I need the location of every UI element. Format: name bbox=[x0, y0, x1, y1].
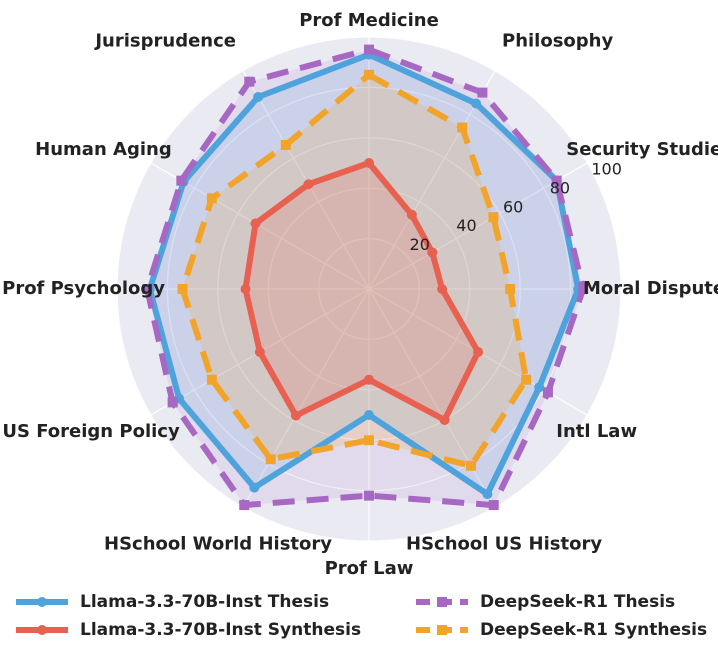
category-labels: Prof Medicine Philosophy Security Studies M… bbox=[2, 10, 718, 579]
data-point bbox=[437, 284, 448, 294]
data-point bbox=[250, 218, 261, 229]
category-label: Human Aging bbox=[35, 139, 172, 160]
data-point bbox=[290, 410, 301, 421]
data-point bbox=[578, 284, 589, 294]
radar-series bbox=[142, 44, 589, 511]
data-point bbox=[466, 460, 477, 471]
data-point bbox=[249, 482, 260, 493]
legend-item-deepseek-synthesis: DeepSeek-R1 Synthesis bbox=[414, 617, 707, 643]
data-point bbox=[521, 374, 532, 385]
legend: Llama-3.3-70B-Inst Thesis Llama-3.3-70B-… bbox=[0, 584, 718, 646]
category-label: Prof Medicine bbox=[299, 10, 439, 31]
legend-item-deepseek-thesis: DeepSeek-R1 Thesis bbox=[414, 589, 675, 615]
data-point bbox=[364, 44, 374, 55]
radial-tick-label: 100 bbox=[591, 160, 622, 179]
data-point bbox=[505, 284, 516, 294]
legend-swatch bbox=[416, 625, 468, 635]
legend-label: DeepSeek-R1 Thesis bbox=[480, 592, 676, 612]
data-point bbox=[254, 347, 265, 357]
data-point bbox=[364, 410, 374, 420]
data-point bbox=[167, 397, 178, 408]
data-point bbox=[364, 435, 374, 446]
category-label: Moral Disputes bbox=[583, 278, 718, 299]
radial-tick-label: 20 bbox=[410, 235, 430, 254]
category-label: Prof Law bbox=[325, 558, 414, 579]
radial-tick-label: 80 bbox=[550, 178, 570, 197]
data-point bbox=[427, 247, 438, 258]
data-point bbox=[240, 284, 251, 294]
data-point bbox=[439, 414, 450, 425]
legend-label: Llama-3.3-70B-Inst Thesis bbox=[80, 592, 330, 612]
category-label: Prof Psychology bbox=[2, 278, 165, 299]
data-point bbox=[142, 284, 153, 294]
data-point bbox=[471, 98, 482, 109]
data-point bbox=[364, 158, 374, 168]
category-label: US Foreign Policy bbox=[2, 421, 180, 442]
legend-label: DeepSeek-R1 Synthesis bbox=[480, 620, 708, 640]
data-point bbox=[482, 489, 493, 500]
category-label: Jurisprudence bbox=[93, 31, 236, 52]
legend-swatch bbox=[416, 597, 468, 607]
data-point bbox=[177, 284, 188, 294]
legend-item-llama-synthesis: Llama-3.3-70B-Inst Synthesis bbox=[14, 617, 361, 643]
grid-spoke bbox=[368, 162, 588, 290]
category-label: HSchool US History bbox=[406, 533, 602, 554]
data-point bbox=[239, 500, 250, 511]
data-point bbox=[534, 382, 545, 393]
data-point bbox=[206, 193, 217, 204]
legend-label: Llama-3.3-70B-Inst Synthesis bbox=[80, 620, 362, 640]
radial-tick-label: 40 bbox=[456, 216, 476, 235]
data-point bbox=[253, 91, 264, 102]
legend-swatch bbox=[16, 625, 68, 635]
data-point bbox=[244, 76, 255, 87]
data-point bbox=[280, 139, 291, 150]
category-label: Intl Law bbox=[556, 421, 637, 442]
category-label: HSchool World History bbox=[104, 533, 332, 554]
data-point bbox=[473, 347, 484, 357]
data-point bbox=[551, 175, 562, 186]
data-point bbox=[364, 69, 374, 80]
data-point bbox=[457, 122, 468, 133]
data-point bbox=[176, 175, 187, 186]
radial-tick-labels: 20 40 60 80 100 bbox=[410, 160, 622, 255]
data-point bbox=[488, 500, 499, 511]
data-point bbox=[364, 374, 374, 385]
category-label: Philosophy bbox=[502, 31, 613, 52]
radar-chart: 20 40 60 80 100 Prof Medicine Philosophy Secur… bbox=[2, 10, 718, 579]
grid-spoke bbox=[368, 288, 496, 508]
data-point bbox=[406, 209, 417, 220]
radial-tick-label: 60 bbox=[503, 197, 523, 216]
data-point bbox=[206, 374, 217, 385]
data-point bbox=[303, 179, 314, 190]
data-point bbox=[265, 454, 276, 465]
data-point bbox=[364, 490, 374, 501]
data-point bbox=[477, 87, 488, 98]
data-point bbox=[488, 212, 499, 223]
grid-spoke bbox=[242, 70, 370, 290]
data-point bbox=[542, 387, 553, 398]
series-area-1 bbox=[245, 163, 479, 420]
category-label: Security Studies bbox=[566, 139, 718, 160]
legend-item-llama-thesis: Llama-3.3-70B-Inst Thesis bbox=[14, 589, 329, 615]
legend-swatch bbox=[16, 597, 68, 607]
grid-spoke bbox=[242, 288, 370, 508]
